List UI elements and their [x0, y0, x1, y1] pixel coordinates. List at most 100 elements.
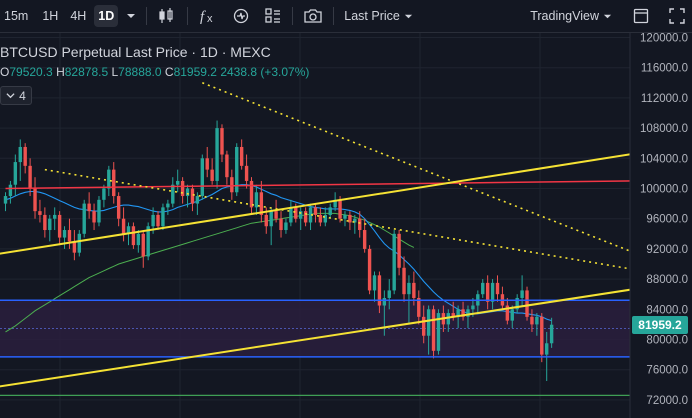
indicators-toggle[interactable]: 4 [0, 86, 32, 105]
price-axis-label: 108000.0 [640, 123, 688, 135]
price-axis-label: 80000.0 [646, 335, 688, 347]
toolbar-divider [292, 7, 294, 25]
interval-1d-button[interactable]: 1D [94, 5, 119, 27]
high-label: H [56, 65, 65, 79]
candle-body [23, 146, 27, 166]
price-chart[interactable]: 120000.0 116000.0 112000.0 108000.0 104000.0… [0, 33, 692, 418]
candle-body [33, 188, 37, 212]
price-axis-label: 104000.0 [640, 153, 688, 165]
indicators-count: 4 [19, 88, 26, 103]
symbol-title[interactable]: BTCUSD Perpetual Last Price · 1D · MEXC [0, 44, 271, 60]
candle-body [402, 267, 406, 295]
candle-body [62, 230, 67, 238]
candle-body [146, 226, 150, 257]
candle-body [18, 146, 22, 163]
layout-select[interactable]: TradingView [526, 5, 616, 27]
fullscreen-icon[interactable] [628, 5, 654, 27]
candle-body [72, 241, 77, 253]
candle-body [254, 192, 259, 208]
candle-body [417, 297, 421, 317]
toolbar-divider [333, 7, 335, 25]
candle-body [461, 309, 465, 317]
price-axis-background [630, 33, 692, 418]
price-axis-label: 96000.0 [646, 214, 688, 226]
candle-body [161, 207, 165, 227]
candle-body [318, 214, 323, 223]
candle-body [382, 297, 387, 306]
candle-body [249, 180, 254, 208]
price-axis-label: 92000.0 [646, 244, 688, 256]
camera-icon[interactable] [299, 5, 327, 27]
candle-body [97, 199, 101, 223]
candle-body [107, 169, 111, 189]
candle-body [446, 313, 450, 325]
candle-body [485, 282, 490, 302]
candle-body [92, 211, 96, 223]
candle-body [549, 324, 554, 344]
candle-body [466, 309, 470, 317]
candle-body [53, 214, 57, 219]
chevron-down-icon [6, 93, 15, 99]
candle-body [377, 275, 382, 306]
ma-blue-line [5, 184, 552, 322]
interval-15m-button[interactable]: 15m [4, 9, 29, 23]
candle-body [215, 128, 219, 181]
candle-body [328, 207, 332, 215]
price-axis-label: 88000.0 [646, 274, 688, 286]
maximize-icon[interactable] [664, 5, 690, 27]
range-zone [0, 300, 630, 357]
candle-body [471, 305, 475, 310]
candle-body [456, 309, 460, 317]
candle-body [299, 211, 303, 219]
price-axis-label: 76000.0 [646, 365, 688, 377]
candle-body [353, 218, 357, 223]
chevron-down-icon[interactable] [122, 5, 140, 27]
open-value: 79520.3 [9, 65, 53, 79]
candle-body [505, 305, 510, 321]
candle-body [308, 207, 313, 223]
candle-body [190, 188, 195, 204]
candle-body [279, 218, 283, 231]
candle-body [126, 226, 131, 234]
low-label: L [111, 65, 119, 79]
templates-icon[interactable] [260, 5, 286, 27]
candle-body [333, 199, 337, 208]
candle-body [407, 282, 411, 295]
candle-body [67, 230, 72, 242]
interval-4h-button[interactable]: 4H [70, 9, 87, 23]
candle-body [239, 146, 244, 166]
candle-body [323, 214, 327, 223]
candle-body [141, 233, 145, 257]
candle-body [77, 233, 81, 253]
candle-body [28, 165, 32, 189]
candle-body [397, 233, 401, 268]
chevron-down-icon [603, 14, 612, 18]
price-axis-label: 100000.0 [640, 184, 688, 196]
candle-body [284, 222, 288, 231]
candle-body [412, 282, 416, 298]
interval-1h-button[interactable]: 1H [42, 9, 59, 23]
candle-body [8, 184, 13, 197]
candles-icon[interactable] [153, 5, 181, 27]
candle-body [545, 343, 549, 355]
candle-body [520, 290, 524, 298]
candle-body [348, 214, 352, 223]
candle-body [156, 214, 160, 227]
candle-body [372, 275, 377, 291]
candle-body [392, 233, 396, 291]
candle-body [451, 313, 455, 317]
candle-body [112, 169, 116, 197]
price-type-select[interactable]: Last Price [340, 5, 417, 27]
price-axis-label: 116000.0 [641, 63, 688, 75]
chart-legend: BTCUSD Perpetual Last Price · 1D · MEXC [0, 44, 271, 60]
alert-icon[interactable] [228, 5, 254, 27]
candle-body [131, 226, 136, 246]
candle-body [338, 199, 342, 219]
candle-body [294, 207, 298, 219]
candle-body [43, 214, 47, 231]
candle-body [530, 316, 534, 325]
svg-text:x: x [207, 13, 213, 25]
candle-body [151, 214, 155, 227]
